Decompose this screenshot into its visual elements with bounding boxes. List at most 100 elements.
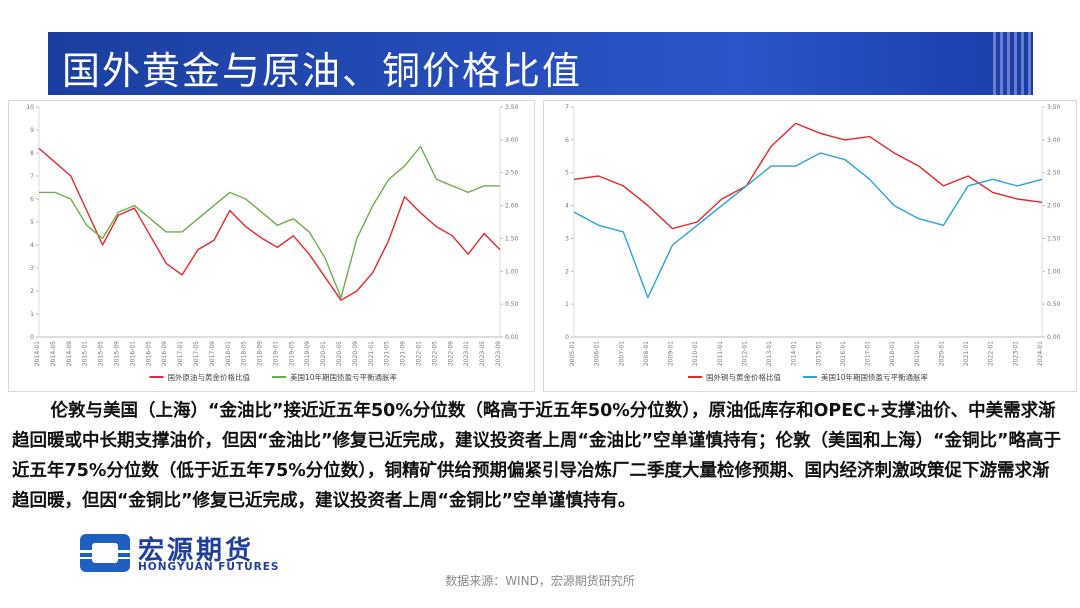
header-decoration <box>993 32 1033 95</box>
x-tick-label: 2016-05 <box>145 341 152 366</box>
x-tick-label: 2018-01 <box>225 341 232 366</box>
x-tick-label: 2016-09 <box>161 341 168 366</box>
logo-name: 宏源期货 <box>138 536 255 566</box>
logo-icon <box>78 534 134 572</box>
y2-tick-label: 2.50 <box>505 170 519 177</box>
legend-label: 国外铜与黄金价格比值 <box>706 372 781 382</box>
y-tick-label: 4 <box>565 203 569 210</box>
x-tick-label: 2013-01 <box>766 341 773 366</box>
x-tick-label: 2021-01 <box>368 341 375 366</box>
x-tick-label: 2023-01 <box>1012 341 1019 366</box>
slide-title: 国外黄金与原油、铜价格比值 <box>62 49 583 93</box>
chart-panel: 0 1 2 3 4 5 6 7 8 9 10 0.00 0.50 1.00 1.50 2.00 2.50 3.00… <box>8 100 535 392</box>
y-tick-label: 2 <box>565 268 569 275</box>
y2-tick-label: 2.00 <box>1047 203 1061 210</box>
legend-label: 美国10年期国债盈亏平衡通胀率 <box>290 372 398 382</box>
y2-tick-label: 3.50 <box>1047 104 1061 111</box>
x-tick-label: 2022-05 <box>431 341 438 366</box>
y-tick-label: 6 <box>30 196 34 203</box>
x-tick-label: 2015-01 <box>82 341 89 366</box>
x-tick-label: 2010-01 <box>692 341 699 366</box>
y2-tick-label: 0.50 <box>505 301 519 308</box>
chart: 0 1 2 3 4 5 6 7 8 9 10 0.00 0.50 1.00 1.50 2.00 2.50 3.00… <box>26 104 519 382</box>
x-tick-label: 2008-01 <box>643 341 650 366</box>
x-tick-label: 2015-01 <box>815 341 822 366</box>
y-tick-label: 5 <box>565 170 569 177</box>
y2-tick-label: 1.50 <box>505 235 519 242</box>
x-tick-label: 2018-09 <box>257 341 264 366</box>
y-tick-label: 2 <box>30 288 34 295</box>
x-tick-label: 2021-09 <box>400 341 407 366</box>
legend-label: 美国10年期国债盈亏平衡通胀率 <box>821 372 929 382</box>
x-tick-label: 2019-05 <box>288 341 295 366</box>
y-tick-label: 0 <box>30 334 34 341</box>
x-tick-label: 2017-05 <box>193 341 200 366</box>
commentary: 伦敦与美国（上海）“金油比”接近近五年50%分位数（略高于近五年50%分位数），… <box>12 401 1062 511</box>
x-tick-label: 2020-01 <box>938 341 945 366</box>
x-tick-label: 2022-01 <box>988 341 995 366</box>
x-tick-label: 2022-09 <box>447 341 454 366</box>
x-tick-label: 2014-05 <box>50 341 57 366</box>
y-tick-label: 0 <box>565 334 569 341</box>
data-line <box>39 145 500 299</box>
x-tick-label: 2005-01 <box>569 341 576 366</box>
legend-label: 国外原油与黄金价格比值 <box>168 372 251 382</box>
x-tick-label: 2021-01 <box>963 341 970 366</box>
x-tick-label: 2021-05 <box>384 341 391 366</box>
x-tick-label: 2015-09 <box>113 341 120 366</box>
x-tick-label: 2018-01 <box>889 341 896 366</box>
data-line <box>573 152 1043 299</box>
x-tick-label: 2014-01 <box>791 341 798 366</box>
x-tick-label: 2016-01 <box>129 341 136 366</box>
x-tick-label: 2017-09 <box>209 341 216 366</box>
x-tick-label: 2007-01 <box>618 341 625 366</box>
y2-tick-label: 1.00 <box>1047 268 1061 275</box>
y2-tick-label: 3.50 <box>505 104 519 111</box>
y2-tick-label: 3.00 <box>505 137 519 144</box>
y-tick-label: 1 <box>565 301 569 308</box>
chart: 0 1 2 3 4 5 6 7 0.00 0.50 1.00 1.50 2.00 2.50 3.00 3.50… <box>565 104 1061 382</box>
y-tick-label: 10 <box>26 104 34 111</box>
x-tick-label: 2015-05 <box>98 341 105 366</box>
y-tick-label: 3 <box>30 265 34 272</box>
y-tick-label: 5 <box>30 219 34 226</box>
chart-panel: 0 1 2 3 4 5 6 7 0.00 0.50 1.00 1.50 2.00 2.50 3.00 3.50… <box>543 100 1077 392</box>
x-tick-label: 2023-01 <box>463 341 470 366</box>
x-tick-label: 2022-01 <box>416 341 423 366</box>
y-tick-label: 1 <box>30 311 34 318</box>
y-tick-label: 8 <box>30 150 34 157</box>
x-tick-label: 2020-09 <box>352 341 359 366</box>
x-tick-label: 2019-09 <box>304 341 311 366</box>
y2-tick-label: 3.00 <box>1047 137 1061 144</box>
x-tick-label: 2017-01 <box>865 341 872 366</box>
x-tick-label: 2014-01 <box>34 341 41 366</box>
y2-tick-label: 0.50 <box>1047 301 1061 308</box>
x-tick-label: 2017-01 <box>177 341 184 366</box>
header: 国外黄金与原油、铜价格比值 <box>48 32 1033 95</box>
y2-tick-label: 1.50 <box>1047 235 1061 242</box>
y-tick-label: 3 <box>565 235 569 242</box>
x-tick-label: 2009-01 <box>668 341 675 366</box>
x-tick-label: 2019-01 <box>272 341 279 366</box>
y-tick-label: 7 <box>565 104 569 111</box>
logo: 宏源期货 HONGYUAN FUTURES <box>78 530 318 576</box>
logo-name-en: HONGYUAN FUTURES <box>138 561 280 573</box>
y2-tick-label: 2.00 <box>505 203 519 210</box>
y-tick-label: 7 <box>30 173 34 180</box>
y2-tick-label: 1.00 <box>505 268 519 275</box>
x-tick-label: 2023-09 <box>495 341 502 366</box>
x-tick-label: 2012-01 <box>741 341 748 366</box>
y2-tick-label: 0.00 <box>505 334 519 341</box>
x-tick-label: 2016-01 <box>840 341 847 366</box>
x-tick-label: 2019-01 <box>914 341 921 366</box>
y-tick-label: 9 <box>30 127 34 134</box>
y2-tick-label: 0.00 <box>1047 334 1061 341</box>
x-tick-label: 2020-05 <box>336 341 343 366</box>
data-line <box>38 147 501 301</box>
x-tick-label: 2024-01 <box>1037 341 1044 366</box>
y-tick-label: 4 <box>30 242 34 249</box>
source-note: 数据来源：WIND，宏源期货研究所 <box>445 574 635 588</box>
y2-tick-label: 2.50 <box>1047 170 1061 177</box>
y-tick-label: 6 <box>565 137 569 144</box>
